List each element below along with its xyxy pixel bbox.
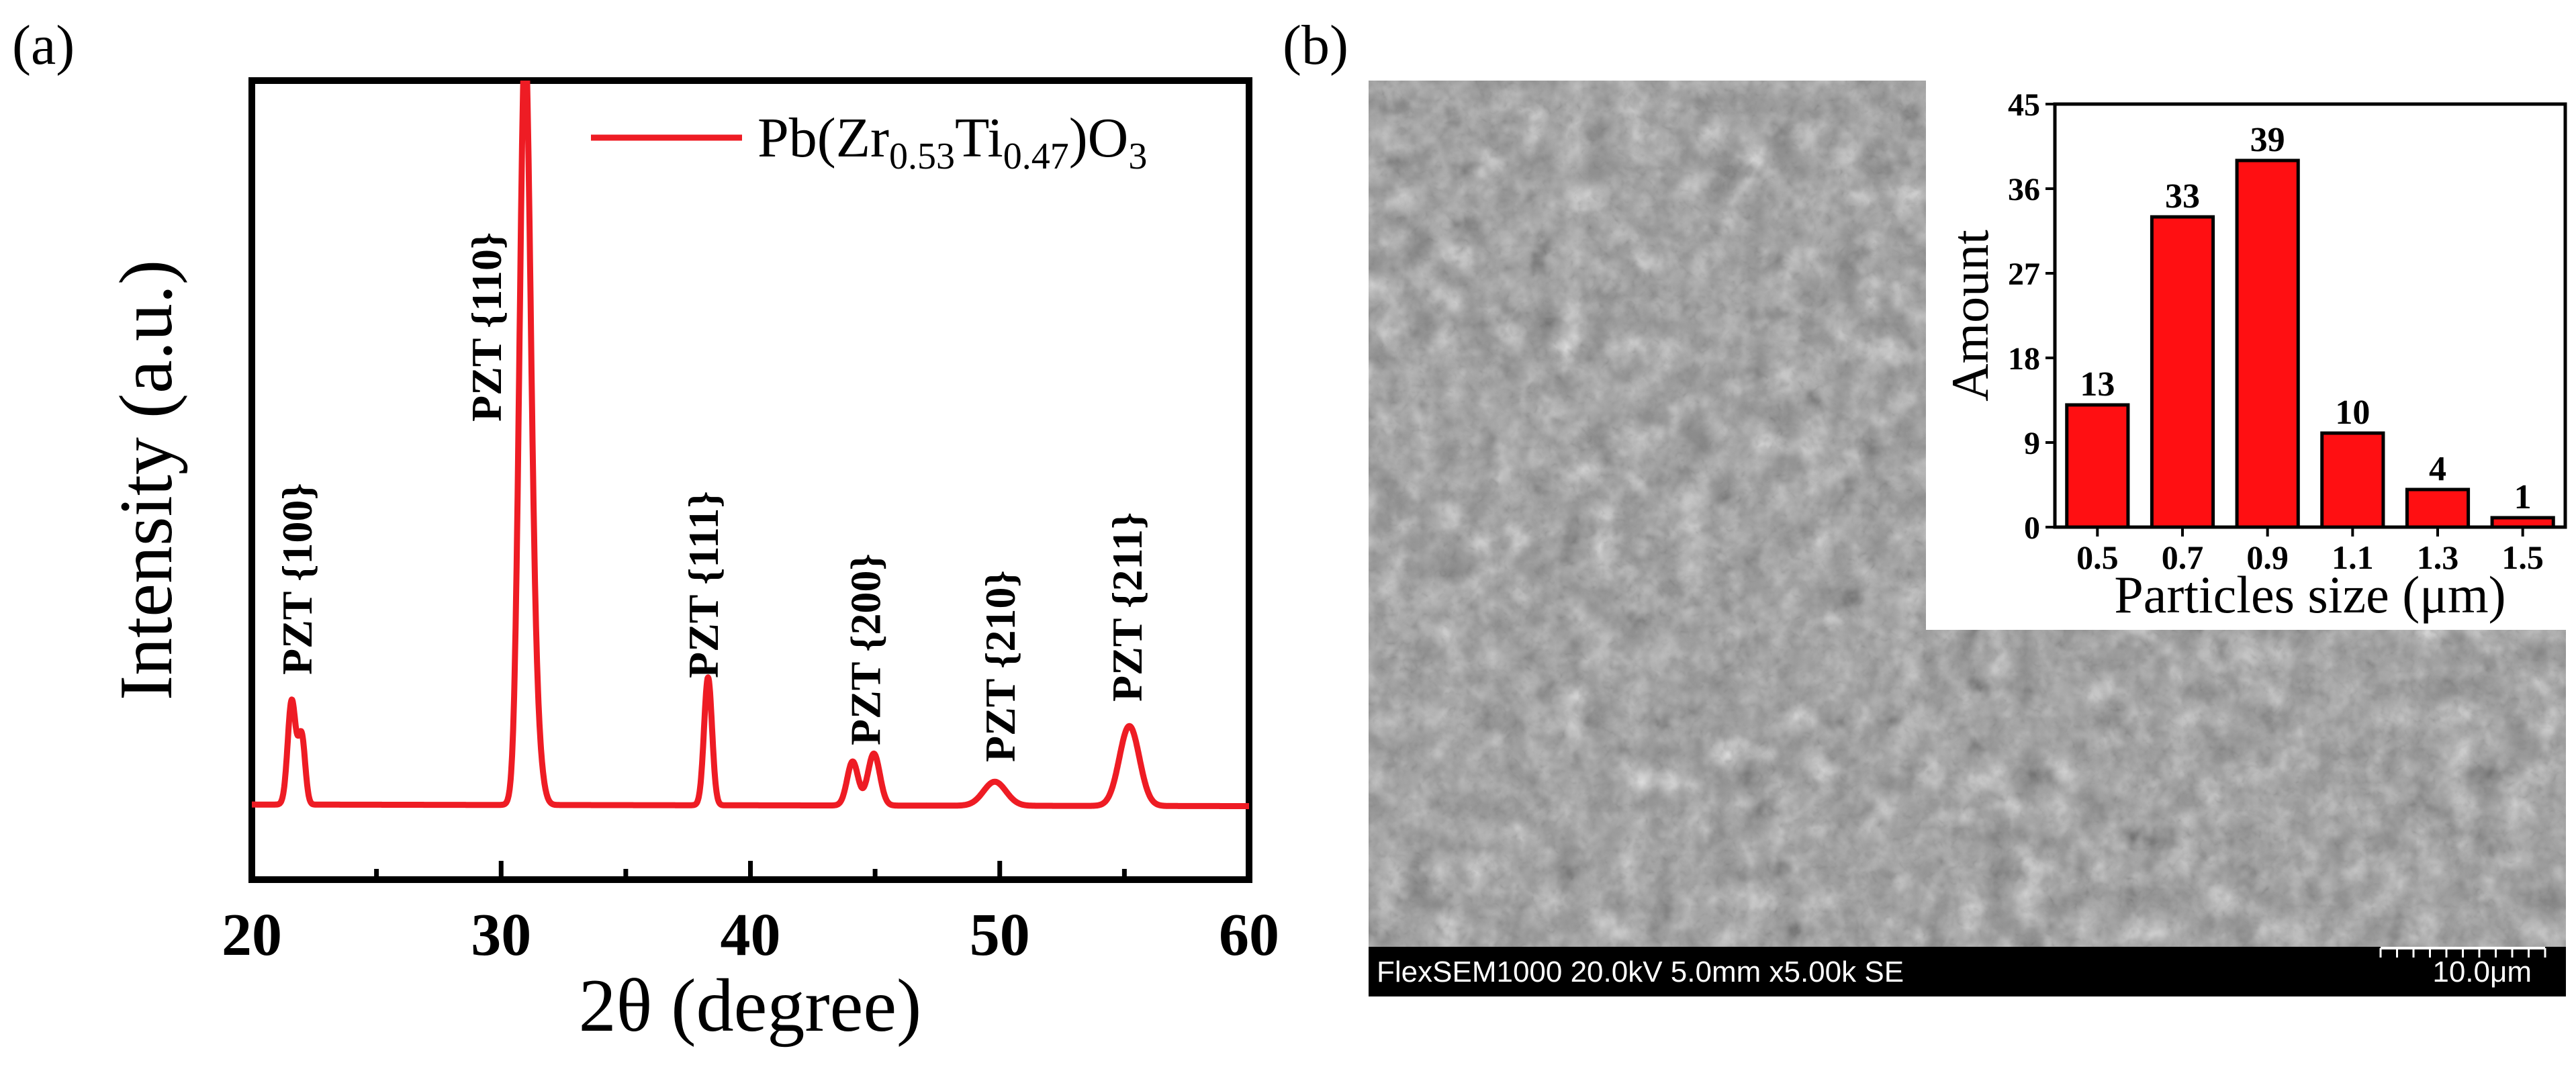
hist-x-tick-label: 0.5 [2076, 539, 2119, 576]
histogram-inset: 13 33 39 10 4 1 0 9 18 27 36 45 0.5 0.7 0.9 1.1 1.3 1.5… [1926, 81, 2576, 630]
hist-y-axis-title: Amount [1941, 230, 1999, 402]
hist-bar-value-label: 13 [2080, 365, 2115, 404]
xrd-y-axis-title: Intensity (a.u.) [105, 260, 188, 700]
hist-bar-value-label: 1 [2514, 478, 2532, 516]
xrd-plot-frame [248, 77, 1252, 883]
hist-bar [2490, 516, 2555, 529]
xrd-legend: Pb(Zr0.53Ti0.47)O3 [591, 107, 1147, 177]
hist-plot-frame [2053, 102, 2567, 529]
xrd-peak-annotations: PZT {100} PZT {110} PZT {111} PZT {200} PZT … [273, 232, 1151, 762]
xrd-peak-label: PZT {210} [976, 570, 1024, 762]
hist-y-tick-label: 36 [2008, 172, 2040, 207]
hist-x-axis-title: Particles size (μm) [2114, 565, 2505, 624]
hist-x-ticks: 0.5 0.7 0.9 1.1 1.3 1.5 [2076, 527, 2544, 576]
hist-bar-value-label: 39 [2250, 121, 2285, 159]
xrd-series-line [252, 81, 1249, 809]
hist-x-tick-label: 1.1 [2332, 539, 2374, 576]
hist-bar-value-label: 10 [2335, 393, 2370, 432]
sem-info-bar [1369, 947, 2566, 996]
hist-bar-value-label: 4 [2429, 450, 2446, 488]
xrd-x-tick-label: 60 [1219, 902, 1279, 968]
panel-b-label: (b) [1283, 14, 1348, 77]
hist-x-tick-label: 1.5 [2501, 539, 2544, 576]
sem-info-text: FlexSEM1000 20.0kV 5.0mm x5.00k SE [1377, 956, 1904, 988]
xrd-x-tick-label: 40 [721, 902, 781, 968]
hist-bar [2065, 403, 2130, 529]
xrd-x-ticks [249, 861, 1252, 880]
xrd-peak-label: PZT {110} [463, 232, 510, 422]
xrd-peak-label: PZT {211} [1103, 512, 1151, 702]
xrd-x-tick-label: 50 [970, 902, 1030, 968]
hist-bar [2150, 215, 2215, 529]
xrd-x-tick-labels: 20 30 40 50 60 [222, 902, 1279, 968]
hist-y-tick-label: 18 [2008, 341, 2040, 377]
xrd-peak-label: PZT {111} [680, 491, 727, 678]
xrd-chart: 20 30 40 50 60 PZT {100}PZT {110}PZT {111} PZ… [105, 77, 1279, 1048]
hist-bar [2320, 431, 2385, 529]
hist-y-ticks: 0 9 18 27 36 45 [2008, 87, 2055, 546]
xrd-peak-label: PZT {100} [273, 483, 321, 675]
xrd-x-axis-title: 2θ (degree) [579, 964, 922, 1048]
xrd-peak-label: PZT {200} [841, 553, 889, 745]
hist-y-tick-label: 27 [2008, 257, 2040, 292]
hist-y-tick-label: 45 [2008, 87, 2040, 123]
legend-label: Pb(Zr0.53Ti0.47)O3 [757, 107, 1147, 177]
hist-bars: 13 33 39 10 4 1 [2065, 121, 2555, 529]
hist-bar-value-label: 33 [2165, 177, 2200, 216]
hist-y-tick-label: 9 [2024, 426, 2040, 461]
panel-a-label: (a) [12, 14, 75, 77]
sem-scale-ticks [2379, 948, 2546, 958]
hist-y-tick-label: 0 [2024, 510, 2040, 546]
hist-x-tick-label: 1.3 [2417, 539, 2459, 576]
hist-bar [2235, 158, 2300, 529]
xrd-x-tick-label: 20 [222, 902, 282, 968]
hist-x-tick-label: 0.7 [2162, 539, 2204, 576]
sem-scale-label: 10.0μm [2432, 956, 2532, 988]
hist-bar [2405, 487, 2471, 529]
xrd-x-tick-label: 30 [471, 902, 531, 968]
hist-x-tick-label: 0.9 [2246, 539, 2289, 576]
